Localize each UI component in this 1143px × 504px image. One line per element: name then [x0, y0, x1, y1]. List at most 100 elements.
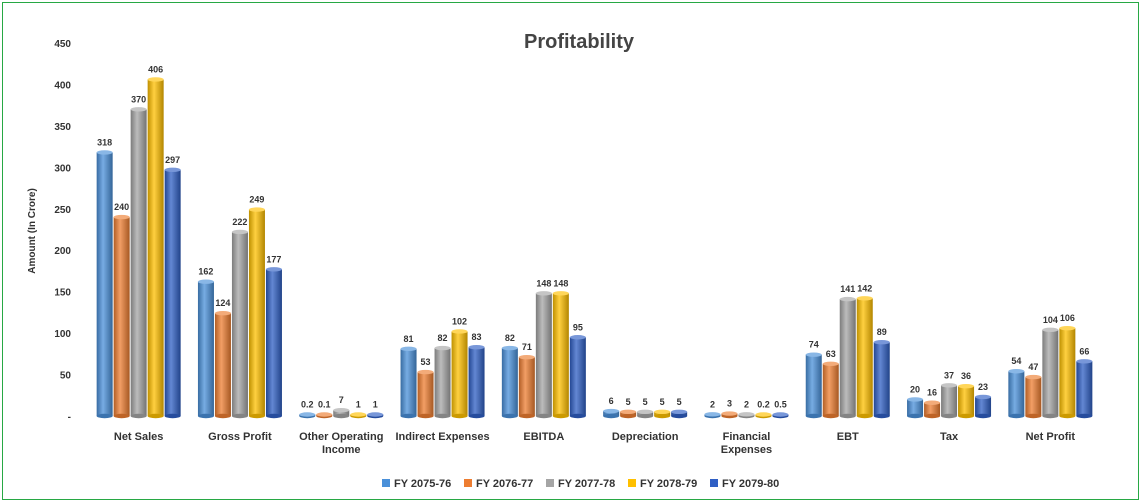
data-label: 124 — [215, 298, 230, 308]
bar-cap — [1059, 325, 1076, 331]
bar — [924, 400, 941, 419]
bar-base — [805, 413, 822, 419]
bar — [1008, 369, 1025, 419]
data-label: 106 — [1060, 313, 1075, 323]
data-label: 82 — [505, 333, 515, 343]
bar — [1042, 327, 1059, 419]
bar-base — [1025, 413, 1042, 419]
data-label: 142 — [857, 283, 872, 293]
legend-swatch — [628, 479, 636, 487]
x-category-label: Other Operating — [299, 431, 383, 443]
bar-cap — [535, 291, 552, 296]
bar-body — [434, 348, 451, 416]
bar-body — [958, 386, 975, 416]
bar-cap — [755, 412, 772, 417]
bar — [975, 394, 992, 419]
data-label: 2 — [710, 399, 715, 409]
data-label: 1 — [356, 400, 361, 410]
data-label: 102 — [452, 316, 467, 326]
bar-base — [1042, 413, 1059, 419]
legend-item: FY 2078-79 — [628, 478, 697, 490]
x-category-label: Gross Profit — [208, 431, 272, 443]
bar-body — [147, 79, 164, 417]
bar-base — [113, 413, 130, 419]
data-label: 3 — [727, 399, 732, 409]
bar-cap — [620, 409, 637, 415]
bar-base — [620, 413, 637, 419]
bar-cap — [704, 412, 721, 417]
bar-body — [552, 293, 569, 416]
bar-cap — [130, 107, 147, 112]
bar-cap — [316, 412, 333, 417]
bar — [367, 412, 384, 419]
data-label: 240 — [114, 202, 129, 212]
legend-label: FY 2075-76 — [394, 478, 451, 490]
bars-group — [96, 77, 1093, 419]
bar-base — [333, 413, 350, 419]
bar — [265, 267, 282, 419]
bar — [941, 383, 958, 419]
bar — [197, 279, 214, 419]
bar-body — [1042, 329, 1059, 416]
data-label: 83 — [472, 332, 482, 342]
bar-body — [873, 342, 890, 416]
bar-cap — [1025, 374, 1042, 380]
bar-base — [197, 413, 214, 419]
bar-cap — [501, 345, 518, 351]
chart-title: Profitability — [524, 31, 635, 53]
bar-cap — [1042, 327, 1059, 332]
bar — [1059, 325, 1076, 419]
legend-item: FY 2075-76 — [382, 478, 451, 490]
bar-base — [231, 413, 248, 419]
bar-base — [975, 413, 992, 419]
data-label: 16 — [927, 388, 937, 398]
x-category-label: Tax — [940, 431, 959, 443]
bar — [738, 412, 755, 419]
bar-base — [434, 413, 451, 419]
bar — [907, 397, 924, 419]
data-label: 7 — [339, 395, 344, 405]
bar — [434, 345, 451, 419]
bar-body — [130, 109, 147, 417]
bar-base — [96, 413, 113, 419]
x-category-label: Depreciation — [612, 431, 679, 443]
data-label: 37 — [944, 370, 954, 380]
bar-base — [265, 413, 282, 419]
bar-base — [214, 413, 231, 419]
bar — [805, 352, 822, 419]
y-tick-label: 150 — [54, 288, 71, 299]
bar-body — [975, 396, 992, 416]
bar-base — [1076, 413, 1093, 419]
bar — [569, 335, 586, 419]
bar-base — [501, 413, 518, 419]
bar-cap — [975, 394, 992, 400]
bar-cap — [873, 340, 890, 345]
bar-base — [671, 413, 688, 419]
bar — [1076, 359, 1093, 419]
bar-cap — [113, 214, 130, 220]
data-label: 74 — [809, 340, 819, 350]
bar-body — [822, 363, 839, 416]
bar — [164, 167, 181, 419]
bar-base — [654, 413, 671, 419]
bar-base — [822, 413, 839, 419]
x-category-label: Expenses — [721, 444, 772, 456]
bar-base — [873, 413, 890, 419]
data-label: 141 — [840, 284, 855, 294]
bar-cap — [96, 150, 113, 155]
bar-body — [924, 402, 941, 416]
x-category-label: Net Profit — [1026, 431, 1076, 443]
bar — [620, 409, 637, 419]
bar-cap — [839, 296, 856, 302]
bar-body — [501, 348, 518, 416]
data-label: 36 — [961, 371, 971, 381]
bar — [299, 412, 316, 419]
bar — [552, 291, 569, 419]
bar — [755, 412, 772, 419]
data-label: 66 — [1079, 346, 1089, 356]
data-label: 0.1 — [318, 400, 331, 410]
bar — [501, 345, 518, 419]
bar-cap — [518, 354, 535, 360]
bar-base — [603, 413, 620, 419]
y-tick-label: 200 — [54, 246, 71, 257]
